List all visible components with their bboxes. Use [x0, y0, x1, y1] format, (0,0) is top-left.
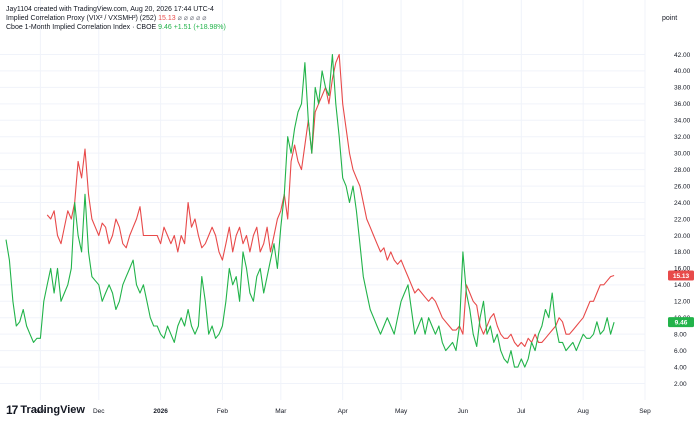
y-tick-label: 12.00: [674, 299, 691, 306]
chart-header: Jay1104 created with TradingView.com, Au…: [6, 5, 226, 32]
chart-grid: [0, 0, 646, 400]
legend-proxy-label: Implied Correlation Proxy (VIX² / VXSMH²…: [6, 15, 157, 22]
legend-index-change: +1.51 (+18.98%): [173, 24, 226, 31]
axis-unit-label[interactable]: point: [662, 15, 678, 22]
y-tick-label: 38.00: [674, 85, 691, 92]
y-tick-label: 26.00: [674, 183, 691, 190]
y-tick-label: 6.00: [674, 348, 687, 355]
last-value-badge-index: [668, 317, 694, 328]
y-tick-label: 42.00: [674, 52, 691, 59]
last-value-badges: 15.13 9.46: [668, 270, 694, 328]
legend-index-label: Cboe 1-Month Implied Correlation Index ·…: [6, 24, 157, 31]
x-axis-labels: Nov Dec 2026 Feb Mar Apr May Jun Jul Aug Sep: [35, 408, 652, 415]
x-tick-label: Feb: [217, 408, 229, 415]
tradingview-logo-icon: 17: [6, 403, 18, 417]
y-tick-label: 20.00: [674, 233, 691, 240]
legend-index-value: 9.46: [158, 24, 172, 31]
tradingview-logo[interactable]: 17 TradingView: [6, 403, 85, 417]
x-tick-label: Jun: [458, 408, 469, 415]
y-tick-label: 28.00: [674, 167, 691, 174]
y-tick-label: 32.00: [674, 134, 691, 141]
x-tick-label: 2026: [153, 408, 168, 415]
y-tick-label: 22.00: [674, 216, 691, 223]
tradingview-logo-text: TradingView: [20, 404, 85, 416]
legend-series-proxy[interactable]: Implied Correlation Proxy (VIX² / VXSMH²…: [6, 14, 226, 23]
y-axis-labels: 2.004.006.008.0010.0012.0014.0016.0018.0…: [674, 52, 691, 388]
y-tick-label: 2.00: [674, 381, 687, 388]
series-line-proxy[interactable]: [46, 53, 615, 348]
last-value-text-proxy: 15.13: [673, 273, 690, 280]
legend-series-index[interactable]: Cboe 1-Month Implied Correlation Index ·…: [6, 23, 226, 32]
series-line-index[interactable]: [5, 53, 615, 368]
y-tick-label: 18.00: [674, 249, 691, 256]
x-tick-label: Sep: [639, 408, 651, 415]
y-tick-label: 16.00: [674, 266, 691, 273]
y-tick-label: 34.00: [674, 118, 691, 125]
series-lines: [5, 53, 615, 368]
last-value-text-index: 9.46: [675, 320, 688, 327]
y-tick-label: 24.00: [674, 200, 691, 207]
x-tick-label: Mar: [275, 408, 287, 415]
x-tick-label: Nov: [35, 408, 47, 415]
x-tick-label: Jul: [517, 408, 526, 415]
x-tick-label: Apr: [338, 408, 349, 415]
x-tick-label: Dec: [93, 408, 105, 415]
last-value-badge-proxy: [668, 270, 694, 281]
y-tick-label: 14.00: [674, 282, 691, 289]
y-tick-label: 8.00: [674, 331, 687, 338]
y-tick-label: 30.00: [674, 150, 691, 157]
legend-proxy-value: 15.13: [158, 15, 176, 22]
y-tick-label: 40.00: [674, 68, 691, 75]
x-tick-label: Aug: [577, 408, 589, 415]
created-by-text: Jay1104 created with TradingView.com, Au…: [6, 6, 214, 13]
legend-proxy-icons[interactable]: ⌀ ⌀ ⌀ ⌀ ⌀: [177, 15, 207, 22]
y-tick-label: 4.00: [674, 364, 687, 371]
x-tick-label: May: [395, 408, 408, 415]
y-tick-label: 36.00: [674, 101, 691, 108]
